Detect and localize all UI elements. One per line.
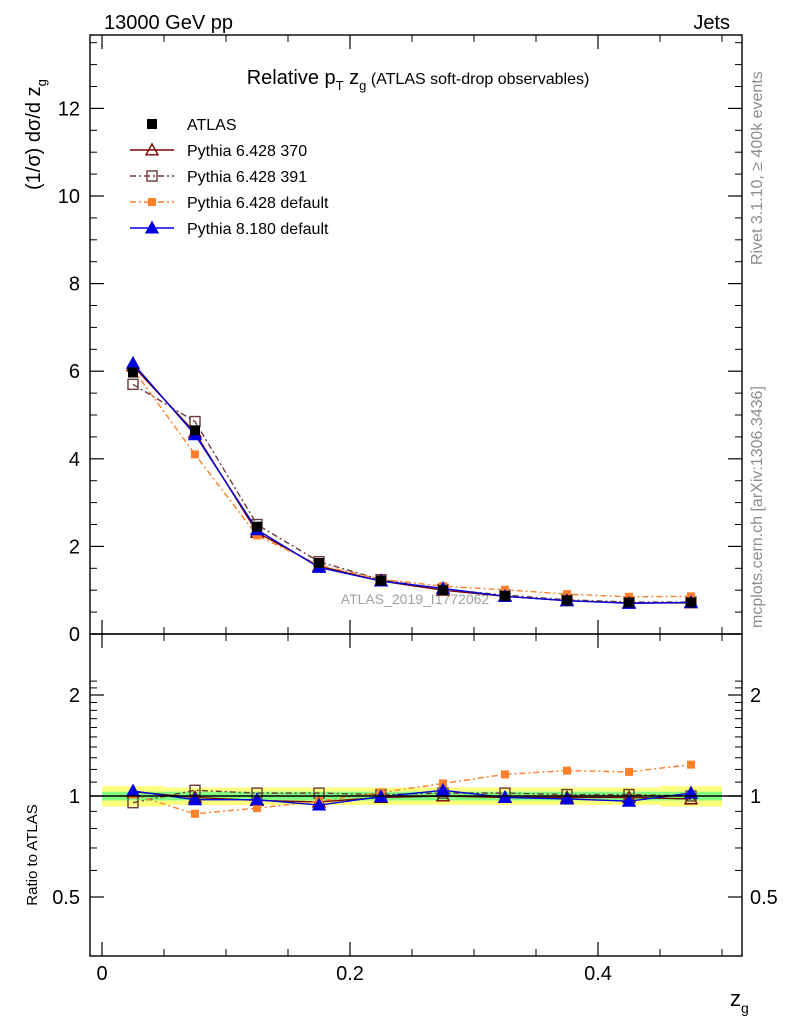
mcplots-label: mcplots.cern.ch [arXiv:1306.3436] <box>749 386 766 628</box>
x-axis-label: zg <box>730 986 749 1016</box>
legend-marker-atlas <box>147 119 157 129</box>
legend-marker-2 <box>148 198 156 206</box>
ratio-y-tick-label-right: 2 <box>750 685 761 707</box>
ratio-series-point-3 <box>311 797 327 811</box>
legend-marker-0 <box>144 142 160 156</box>
ratio-series-point-2 <box>191 809 199 818</box>
legend-label-atlas: ATLAS <box>187 117 237 134</box>
main-plot-series <box>125 355 699 609</box>
x-tick-label: 0.4 <box>584 963 612 985</box>
ratio-series-point-2 <box>563 766 571 775</box>
ratio-frame <box>89 633 743 957</box>
main-series-line-2 <box>132 368 692 598</box>
ratio-series-line-3 <box>132 789 692 806</box>
main-series-line-3 <box>132 362 692 605</box>
ratio-y-tick-label-left: 0.5 <box>52 887 80 909</box>
ratio-series-point-3 <box>249 792 265 806</box>
main-y-tick-label: 4 <box>69 449 80 471</box>
data-point <box>500 590 510 601</box>
legend-label-1: Pythia 6.428 391 <box>187 169 307 186</box>
data-point <box>562 595 572 606</box>
legend-label-0: Pythia 6.428 370 <box>187 143 307 160</box>
rivet-version-label: Rivet 3.1.10, ≥ 400k events <box>749 71 766 265</box>
data-point <box>438 585 448 596</box>
main-y-tick-label: 0 <box>69 624 80 646</box>
x-tick-label: 0.2 <box>336 963 364 985</box>
ratio-series-point-3 <box>187 792 203 806</box>
data-point <box>686 597 696 608</box>
data-point <box>190 425 200 436</box>
main-y-axis-label: (1/σ) dσ/d zg <box>23 79 49 190</box>
ratio-series-line-2 <box>132 763 692 815</box>
main-series-point-2 <box>191 450 199 459</box>
data-point <box>314 558 324 569</box>
x-tick-label: 0 <box>96 963 107 985</box>
ratio-y-axis-label: Ratio to ATLAS <box>24 804 41 905</box>
ratio-series-point-3 <box>435 782 451 796</box>
ratio-series-point-3 <box>621 793 637 807</box>
data-point <box>376 575 386 586</box>
ratio-series-line-0 <box>132 790 692 803</box>
ratio-series-point-3 <box>497 790 513 803</box>
legend: ATLAS Pythia 6.428 370 Pythia 6.428 391 Pyt… <box>130 117 329 238</box>
ratio-series-point-2 <box>253 804 261 813</box>
plot-title: Relative pT zg (ATLAS soft-drop observab… <box>247 67 590 93</box>
ratio-series-point-3 <box>559 791 575 805</box>
main-series-point-2 <box>253 531 261 540</box>
legend-label-2: Pythia 6.428 default <box>187 195 329 212</box>
main-y-tick-label: 12 <box>58 98 80 120</box>
ratio-series-point-2 <box>687 760 695 769</box>
main-series-point-3 <box>125 355 141 369</box>
ratio-series-point-2 <box>625 767 633 776</box>
ratio-series-point-3 <box>683 785 699 799</box>
main-series-line-0 <box>132 365 691 604</box>
ratio-plot-series <box>90 760 742 818</box>
ratio-y-tick-label-right: 1 <box>750 786 761 808</box>
data-point <box>252 521 262 532</box>
main-series-line-1 <box>132 383 691 603</box>
data-point <box>128 367 138 378</box>
legend-marker-1 <box>146 170 158 182</box>
main-series-point-1 <box>127 378 139 391</box>
main-y-tick-label: 8 <box>69 274 80 296</box>
legend-label-3: Pythia 8.180 default <box>187 221 329 238</box>
energy-label: 13000 GeV pp <box>104 12 233 34</box>
legend-marker-3 <box>144 220 160 234</box>
ratio-y-tick-label-left: 1 <box>69 786 80 808</box>
analysis-tag: ATLAS_2019_I1772062 <box>341 591 490 607</box>
ratio-y-tick-label-right: 0.5 <box>750 887 778 909</box>
main-y-tick-label: 10 <box>58 186 80 208</box>
ratio-series-point-2 <box>501 770 509 779</box>
ratio-y-tick-label-left: 2 <box>69 685 80 707</box>
data-point <box>624 597 634 608</box>
process-label: Jets <box>693 12 730 34</box>
main-y-tick-label: 2 <box>69 536 80 558</box>
main-y-tick-label: 6 <box>69 361 80 383</box>
